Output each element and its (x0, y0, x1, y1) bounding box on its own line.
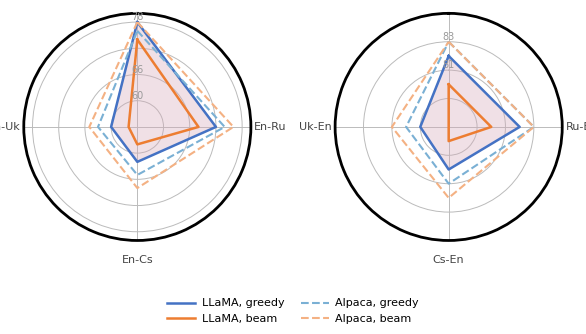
Text: 81: 81 (442, 60, 455, 70)
Text: 66: 66 (131, 64, 144, 74)
Polygon shape (420, 56, 520, 169)
Text: 83: 83 (442, 32, 455, 42)
Text: 60: 60 (131, 91, 144, 101)
Legend: LLaMA, greedy, LLaMA, beam, Alpaca, greedy, Alpaca, beam: LLaMA, greedy, LLaMA, beam, Alpaca, gree… (163, 294, 423, 328)
Text: 78: 78 (131, 12, 144, 22)
Polygon shape (111, 22, 216, 162)
